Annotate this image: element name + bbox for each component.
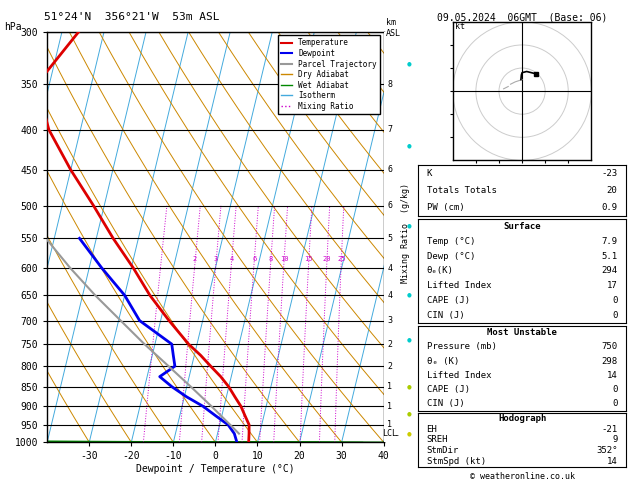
Text: StmSpd (kt): StmSpd (kt) (426, 457, 486, 466)
Text: 1: 1 (387, 382, 392, 391)
Text: StmDir: StmDir (426, 446, 459, 455)
Text: EH: EH (426, 425, 437, 434)
Text: 51°24'N  356°21'W  53m ASL: 51°24'N 356°21'W 53m ASL (44, 12, 220, 22)
Text: 4: 4 (230, 256, 233, 262)
Text: km
ASL: km ASL (386, 18, 401, 38)
Text: 6: 6 (387, 201, 392, 210)
Text: ●: ● (406, 62, 411, 67)
Text: Hodograph: Hodograph (498, 414, 546, 423)
Text: ●: ● (406, 431, 411, 436)
Text: θₑ (K): θₑ (K) (426, 357, 459, 365)
Text: Lifted Index: Lifted Index (426, 371, 491, 380)
Text: 0.9: 0.9 (601, 203, 618, 212)
Text: CIN (J): CIN (J) (426, 399, 464, 408)
Text: SREH: SREH (426, 435, 448, 444)
Text: 20: 20 (607, 186, 618, 195)
X-axis label: Dewpoint / Temperature (°C): Dewpoint / Temperature (°C) (136, 464, 295, 474)
Text: ●: ● (406, 384, 411, 389)
Text: Most Unstable: Most Unstable (487, 328, 557, 337)
Text: © weatheronline.co.uk: © weatheronline.co.uk (470, 472, 574, 481)
Text: 8: 8 (269, 256, 273, 262)
Text: ●: ● (406, 337, 411, 342)
Text: CIN (J): CIN (J) (426, 311, 464, 320)
Text: hPa: hPa (4, 22, 22, 32)
Text: ●: ● (406, 293, 411, 298)
Text: 5.1: 5.1 (601, 252, 618, 260)
Text: 1: 1 (387, 420, 392, 429)
Text: 0: 0 (612, 311, 618, 320)
Text: 352°: 352° (596, 446, 618, 455)
Text: 7: 7 (387, 125, 392, 134)
Text: Dewp (°C): Dewp (°C) (426, 252, 475, 260)
Text: Lifted Index: Lifted Index (426, 281, 491, 290)
Legend: Temperature, Dewpoint, Parcel Trajectory, Dry Adiabat, Wet Adiabat, Isotherm, Mi: Temperature, Dewpoint, Parcel Trajectory… (277, 35, 380, 114)
Text: ●: ● (406, 411, 411, 417)
Text: 0: 0 (612, 399, 618, 408)
Text: LCL: LCL (386, 429, 399, 438)
Text: 2: 2 (387, 340, 392, 348)
Text: 20: 20 (323, 256, 331, 262)
Text: ●: ● (406, 223, 411, 228)
Text: -21: -21 (601, 425, 618, 434)
Text: 7.9: 7.9 (601, 237, 618, 245)
Text: 3: 3 (214, 256, 218, 262)
Text: Pressure (mb): Pressure (mb) (426, 342, 496, 351)
Text: 4: 4 (387, 291, 392, 300)
Text: PW (cm): PW (cm) (426, 203, 464, 212)
Text: Temp (°C): Temp (°C) (426, 237, 475, 245)
Text: 0: 0 (612, 296, 618, 305)
Text: 09.05.2024  06GMT  (Base: 06): 09.05.2024 06GMT (Base: 06) (437, 12, 607, 22)
Text: CAPE (J): CAPE (J) (426, 296, 470, 305)
Text: 2: 2 (387, 362, 392, 371)
Text: Mixing Ratio  (g/kg): Mixing Ratio (g/kg) (401, 183, 410, 283)
Text: K: K (426, 169, 432, 178)
Text: 17: 17 (607, 281, 618, 290)
Text: 294: 294 (601, 266, 618, 276)
Text: LCL: LCL (382, 429, 398, 438)
Text: 5: 5 (387, 234, 392, 243)
Text: 14: 14 (607, 371, 618, 380)
Text: 3: 3 (387, 316, 392, 325)
Text: 0: 0 (612, 385, 618, 394)
Text: θₑ(K): θₑ(K) (426, 266, 454, 276)
Text: 8: 8 (387, 80, 392, 88)
Text: 25: 25 (337, 256, 345, 262)
Text: CAPE (J): CAPE (J) (426, 385, 470, 394)
Text: 10: 10 (280, 256, 288, 262)
Text: -23: -23 (601, 169, 618, 178)
Text: ●: ● (406, 144, 411, 149)
Text: 9: 9 (612, 435, 618, 444)
Text: 298: 298 (601, 357, 618, 365)
Text: 750: 750 (601, 342, 618, 351)
Text: Totals Totals: Totals Totals (426, 186, 496, 195)
Text: 14: 14 (607, 457, 618, 466)
Text: 4: 4 (387, 263, 392, 273)
Text: kt: kt (455, 22, 465, 31)
Text: 6: 6 (387, 165, 392, 174)
Text: 15: 15 (304, 256, 313, 262)
Text: 2: 2 (193, 256, 197, 262)
Text: Surface: Surface (503, 222, 541, 231)
Text: 1: 1 (387, 402, 392, 411)
Text: 6: 6 (252, 256, 256, 262)
